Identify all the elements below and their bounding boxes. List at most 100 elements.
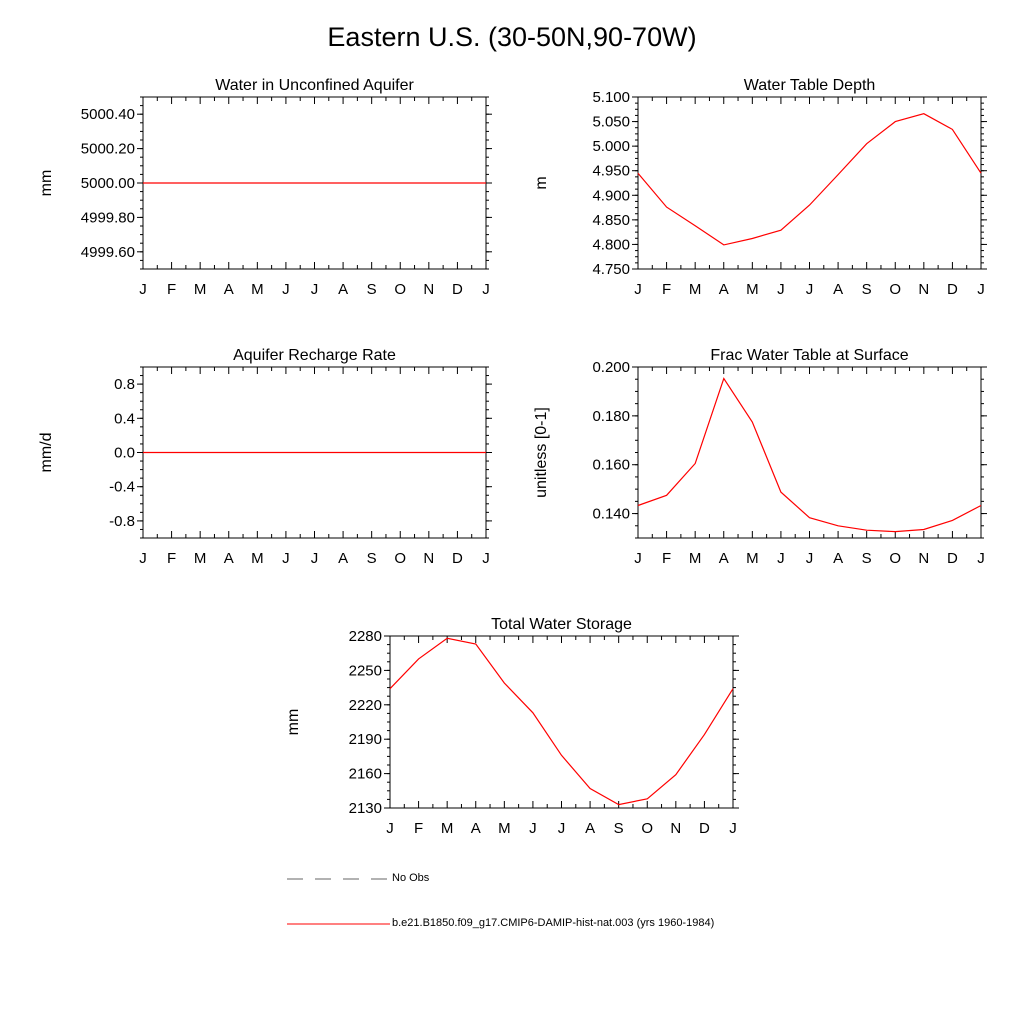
water-table-depth-ytick-label: 4.900 <box>592 187 630 204</box>
recharge-rate-ytick-label: 0.8 <box>114 376 135 393</box>
legend-label-model-run: b.e21.B1850.f09_g17.CMIP6-DAMIP-hist-nat… <box>392 917 715 929</box>
water-table-depth-ytick-label: 5.100 <box>592 89 630 106</box>
recharge-rate-ytick-label: 0.4 <box>114 410 135 427</box>
frac-water-table-title: Frac Water Table at Surface <box>710 347 908 364</box>
frac-water-table-xtick-label: A <box>833 550 843 567</box>
recharge-rate-xtick-label: J <box>282 550 290 567</box>
frac-water-table-xtick-label: J <box>777 550 785 567</box>
frac-water-table-xtick-label: J <box>977 550 985 567</box>
water-table-depth-xtick-label: M <box>746 281 759 298</box>
water-table-depth-ylabel: m <box>533 176 550 189</box>
water-table-depth-xtick-label: J <box>634 281 642 298</box>
frac-water-table-xtick-label: J <box>634 550 642 567</box>
frac-water-table-xtick-label: J <box>806 550 814 567</box>
frac-water-table-xtick-label: M <box>746 550 759 567</box>
recharge-rate-xtick-label: N <box>423 550 434 567</box>
recharge-rate-ytick-label: 0.0 <box>114 445 135 462</box>
recharge-rate-xtick-label: J <box>482 550 490 567</box>
frac-water-table-ytick-label: 0.140 <box>592 506 630 523</box>
frac-water-table-series-line <box>637 377 982 533</box>
water-table-depth-ytick-label: 5.050 <box>592 114 630 131</box>
recharge-rate-ytick-label: -0.4 <box>109 479 135 496</box>
total-water-storage-xtick-label: J <box>529 820 537 837</box>
total-water-storage-ylabel: mm <box>285 709 302 736</box>
total-water-storage-series-line <box>389 637 734 806</box>
aquifer-water-ytick-label: 5000.40 <box>81 106 135 123</box>
aquifer-water-title: Water in Unconfined Aquifer <box>215 77 414 94</box>
aquifer-water-ylabel: mm <box>38 170 55 197</box>
water-table-depth-ytick-label: 4.850 <box>592 212 630 229</box>
aquifer-water-xtick-label: S <box>367 281 377 298</box>
recharge-rate-ytick-label: -0.8 <box>109 513 135 530</box>
recharge-rate-xtick-label: F <box>167 550 176 567</box>
water-table-depth-xtick-label: S <box>862 281 872 298</box>
total-water-storage-ytick-label: 2160 <box>349 766 382 783</box>
recharge-rate-xtick-label: M <box>251 550 264 567</box>
water-table-depth-xtick-label: A <box>719 281 729 298</box>
total-water-storage-frame <box>389 635 734 809</box>
aquifer-water-ytick-label: 4999.60 <box>81 244 135 261</box>
water-table-depth-ytick-label: 5.000 <box>592 138 630 155</box>
water-table-depth-series-line <box>637 113 982 246</box>
water-table-depth-ytick-label: 4.950 <box>592 163 630 180</box>
aquifer-water-xtick-label: F <box>167 281 176 298</box>
water-table-depth-ytick-label: 4.750 <box>592 261 630 278</box>
frac-water-table-xtick-label: N <box>918 550 929 567</box>
recharge-rate-xtick-label: A <box>338 550 348 567</box>
recharge-rate-xtick-label: J <box>311 550 319 567</box>
total-water-storage-xtick-label: O <box>641 820 653 837</box>
frac-water-table-xtick-label: A <box>719 550 729 567</box>
aquifer-water-ytick-label: 5000.00 <box>81 175 135 192</box>
recharge-rate-xtick-label: M <box>194 550 207 567</box>
water-table-depth-xtick-label: F <box>662 281 671 298</box>
total-water-storage-xtick-label: N <box>670 820 681 837</box>
total-water-storage-xtick-label: J <box>558 820 566 837</box>
aquifer-water-xtick-label: J <box>139 281 147 298</box>
water-table-depth-ytick-label: 4.800 <box>592 236 630 253</box>
water-table-depth-xtick-label: J <box>806 281 814 298</box>
total-water-storage-xtick-label: J <box>729 820 737 837</box>
total-water-storage-xtick-label: M <box>498 820 511 837</box>
total-water-storage-ytick-label: 2220 <box>349 697 382 714</box>
total-water-storage-xtick-label: D <box>699 820 710 837</box>
aquifer-water-xtick-label: D <box>452 281 463 298</box>
recharge-rate-title: Aquifer Recharge Rate <box>233 347 396 364</box>
total-water-storage-xtick-label: F <box>414 820 423 837</box>
page-title: Eastern U.S. (30-50N,90-70W) <box>327 22 697 52</box>
aquifer-water-xtick-label: N <box>423 281 434 298</box>
aquifer-water-xtick-label: O <box>394 281 406 298</box>
recharge-rate-xtick-label: S <box>367 550 377 567</box>
total-water-storage-xtick-label: J <box>386 820 394 837</box>
total-water-storage-xtick-label: A <box>471 820 481 837</box>
recharge-rate-xtick-label: D <box>452 550 463 567</box>
frac-water-table-ytick-label: 0.180 <box>592 408 630 425</box>
total-water-storage-xtick-label: A <box>585 820 595 837</box>
recharge-rate-xtick-label: O <box>394 550 406 567</box>
aquifer-water-xtick-label: J <box>282 281 290 298</box>
frac-water-table-ylabel: unitless [0-1] <box>533 407 550 498</box>
water-table-depth-title: Water Table Depth <box>744 77 876 94</box>
frac-water-table-xtick-label: M <box>689 550 702 567</box>
aquifer-water-xtick-label: J <box>311 281 319 298</box>
total-water-storage-ytick-label: 2250 <box>349 662 382 679</box>
aquifer-water-xtick-label: M <box>251 281 264 298</box>
water-table-depth-xtick-label: A <box>833 281 843 298</box>
water-table-depth-xtick-label: D <box>947 281 958 298</box>
recharge-rate-xtick-label: A <box>224 550 234 567</box>
frac-water-table-ytick-label: 0.160 <box>592 457 630 474</box>
aquifer-water-ytick-label: 5000.20 <box>81 141 135 158</box>
total-water-storage-ytick-label: 2190 <box>349 731 382 748</box>
aquifer-water-xtick-label: A <box>338 281 348 298</box>
total-water-storage-title: Total Water Storage <box>491 616 632 633</box>
frac-water-table-xtick-label: O <box>889 550 901 567</box>
frac-water-table-xtick-label: D <box>947 550 958 567</box>
aquifer-water-ytick-label: 4999.80 <box>81 209 135 226</box>
legend-label-no-obs: No Obs <box>392 872 430 884</box>
water-table-depth-xtick-label: J <box>977 281 985 298</box>
frac-water-table-frame <box>637 366 982 539</box>
total-water-storage-xtick-label: S <box>614 820 624 837</box>
frac-water-table-xtick-label: S <box>862 550 872 567</box>
water-table-depth-frame <box>637 96 982 270</box>
total-water-storage-ytick-label: 2130 <box>349 800 382 817</box>
